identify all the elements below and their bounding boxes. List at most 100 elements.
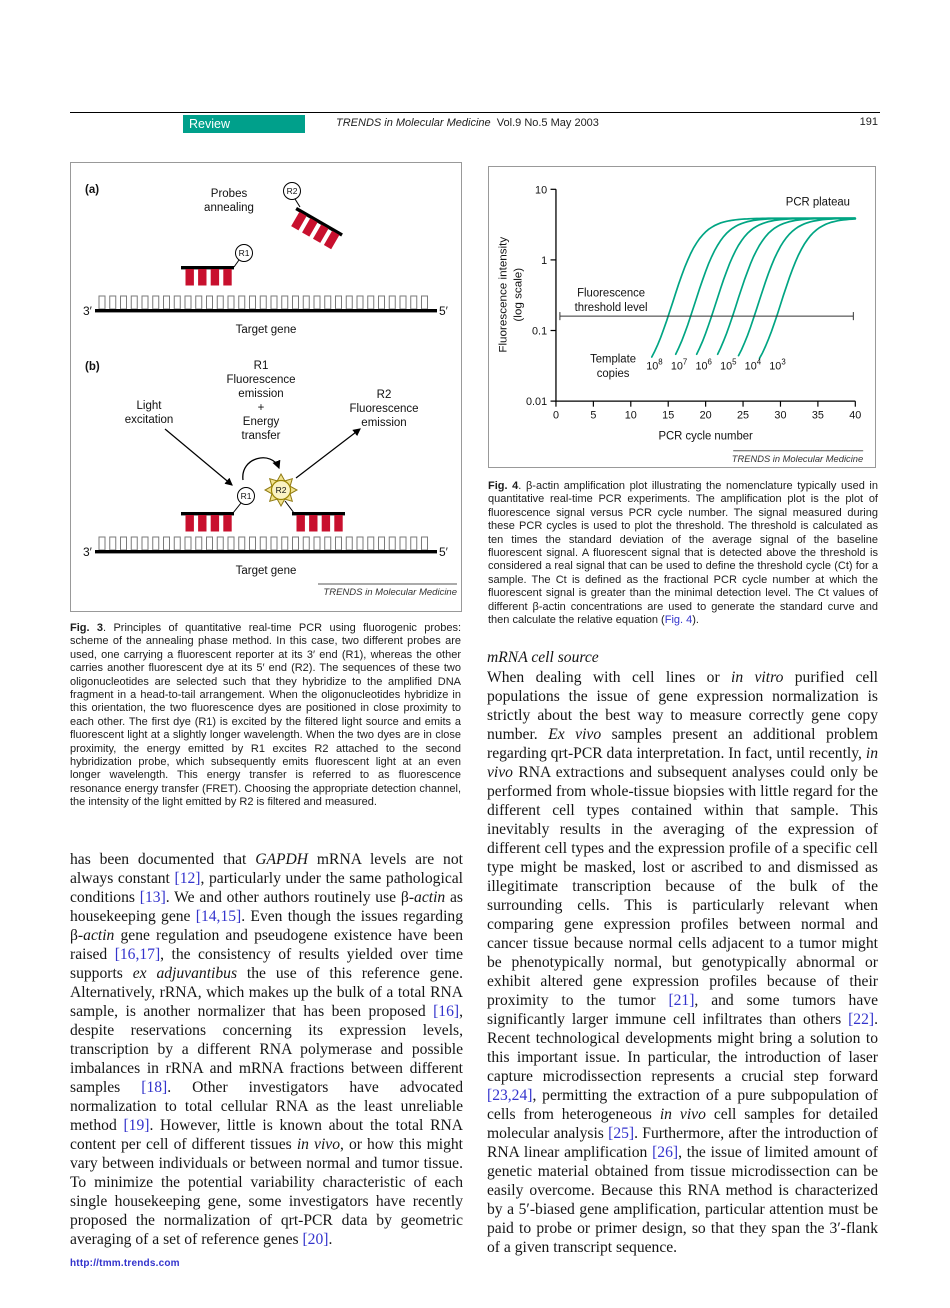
template-copies-values: 108 107 106 105 104 103	[646, 358, 786, 373]
text-segment: Fig. 3	[70, 622, 104, 634]
review-banner: Review	[183, 115, 305, 133]
text-segment: samples present an additional problem re…	[487, 726, 878, 762]
text-segment: . Other investigators have advocated nor…	[70, 1079, 463, 1134]
text-segment: ).	[692, 614, 699, 627]
reference-link[interactable]: Fig. 4	[664, 614, 693, 627]
figure4-panel: 0 5 10 15 20 25 30 35 40 10 1 0.1 0.01 108 107 106 105 1…	[488, 166, 876, 468]
pcr-plateau-label: PCR plateau	[786, 196, 850, 208]
reference-link[interactable]: [23,24]	[487, 1087, 533, 1104]
figure3-caption: Fig. 3. Principles of quantitative real-…	[70, 622, 461, 810]
threshold-label: Fluorescence	[577, 288, 645, 300]
r2-connector-line	[294, 198, 301, 208]
r1-connector-line	[233, 259, 240, 268]
r1-emission-label3: emission	[238, 388, 283, 400]
text-segment: ex adjuvantibus	[132, 965, 238, 982]
text-segment: . Furthermore, after the introduction of…	[487, 1125, 879, 1161]
svg-text:5: 5	[590, 409, 596, 421]
probe-r1-hybridized	[181, 512, 234, 532]
figure4-caption: Fig. 4. β-actin amplification plot illus…	[488, 480, 878, 627]
reference-link[interactable]: [16,17]	[114, 946, 161, 963]
dna-strand-b	[95, 536, 437, 554]
r2-emission-label2: Fluorescence	[349, 403, 418, 415]
five-prime-label-b: 5′	[439, 545, 449, 559]
text-segment: , despite reservations concerning its ex…	[70, 1003, 463, 1096]
light-excitation-label2: excitation	[125, 414, 174, 426]
reference-link[interactable]: [22]	[848, 1011, 875, 1028]
curve-10^4	[737, 217, 857, 357]
r2-label: R2	[287, 186, 298, 196]
svg-text:25: 25	[737, 409, 749, 421]
reference-link[interactable]: [25]	[608, 1125, 635, 1142]
reference-link[interactable]: [16]	[433, 1003, 460, 1020]
text-segment: , the issue of limited amount of genetic…	[487, 1144, 878, 1256]
r1-label-circle	[235, 244, 253, 262]
curve-10^3	[758, 218, 857, 360]
probes-annealing-label2: annealing	[204, 202, 254, 214]
text-segment: . We and other authors routinely use β-	[165, 889, 415, 906]
reference-link[interactable]: [21]	[668, 992, 695, 1009]
reference-link[interactable]: [26]	[652, 1144, 679, 1161]
template-copies-label2: copies	[597, 368, 630, 380]
text-segment: in vivo	[487, 745, 878, 781]
header-rule	[70, 112, 880, 114]
r2b-label-circle	[270, 479, 292, 501]
copies-value: 105	[720, 358, 737, 373]
text-segment: , or how this might vary between individ…	[70, 1136, 463, 1248]
probe-r2-floating	[291, 207, 343, 250]
text-segment: actin	[414, 889, 446, 906]
page-number: 191	[859, 116, 878, 128]
threshold-line	[559, 312, 854, 321]
svg-text:10: 10	[535, 184, 547, 196]
text-segment: . Recent technological developments migh…	[487, 1011, 878, 1085]
panel-b-label: (b)	[85, 361, 100, 373]
panel-a-label: (a)	[85, 184, 99, 196]
text-segment: , particularly under the same pathologic…	[70, 870, 463, 906]
section-heading: mRNA cell source	[487, 649, 599, 666]
journal-title: TRENDS in Molecular Medicine Vol.9 No.5 …	[336, 117, 599, 129]
y-axis-title2: (log scale)	[513, 268, 525, 322]
text-segment: When dealing with cell lines or	[487, 669, 732, 686]
reference-link[interactable]: [12]	[174, 870, 201, 887]
r2-emission-label3: emission	[361, 417, 406, 429]
reference-link[interactable]: [20]	[302, 1231, 329, 1248]
r1b-label-circle	[237, 487, 255, 505]
r1-emission-label2: Fluorescence	[226, 374, 295, 386]
five-prime-label-a: 5′	[439, 304, 449, 318]
threshold-label2: threshold level	[575, 302, 648, 314]
svg-text:35: 35	[812, 409, 824, 421]
text-segment: gene regulation and pseudogene existence…	[70, 927, 463, 963]
r2-label-circle	[283, 182, 301, 200]
three-prime-label-a: 3′	[83, 304, 93, 318]
footer-url-link[interactable]: http://tmm.trends.com	[70, 1258, 180, 1269]
fig4-attribution: TRENDS in Molecular Medicine	[732, 454, 863, 465]
probe-r2-hybridized	[292, 512, 345, 532]
reference-link[interactable]: [18]	[141, 1079, 168, 1096]
text-segment: . β-actin amplification plot illustratin…	[488, 480, 878, 627]
r2-emission-arrow	[295, 428, 361, 479]
svg-text:0.1: 0.1	[532, 325, 547, 337]
x-axis-title: PCR cycle number	[658, 431, 753, 443]
reference-link[interactable]: [14,15]	[195, 908, 242, 925]
r1b-connector-line	[232, 502, 242, 514]
plus-sign: +	[258, 402, 265, 414]
text-segment: , the consistency of results yielded ove…	[70, 946, 464, 982]
text-segment: mRNA levels are not always constant	[70, 851, 463, 887]
svg-text:0.01: 0.01	[526, 396, 547, 408]
svg-text:30: 30	[774, 409, 786, 421]
body-right-column: mRNA cell source When dealing with cell …	[487, 648, 878, 1257]
text-segment: in vivo	[659, 1106, 706, 1123]
text-segment: . Even though the issues regarding β-	[70, 908, 463, 944]
curve-10^7	[674, 217, 857, 356]
dna-strand-a	[95, 295, 437, 313]
light-excitation-label: Light	[137, 400, 163, 412]
reference-link[interactable]: [19]	[123, 1117, 150, 1134]
text-segment: , and some tumors have significantly lar…	[487, 992, 878, 1028]
journal-issue: Vol.9 No.5 May 2003	[496, 117, 599, 129]
fig3-attribution: TRENDS in Molecular Medicine	[323, 587, 457, 598]
copies-value: 107	[671, 358, 688, 373]
reference-link[interactable]: [13]	[139, 889, 166, 906]
r1-label: R1	[239, 248, 250, 258]
text-segment: . Principles of quantitative real-time P…	[70, 622, 461, 809]
